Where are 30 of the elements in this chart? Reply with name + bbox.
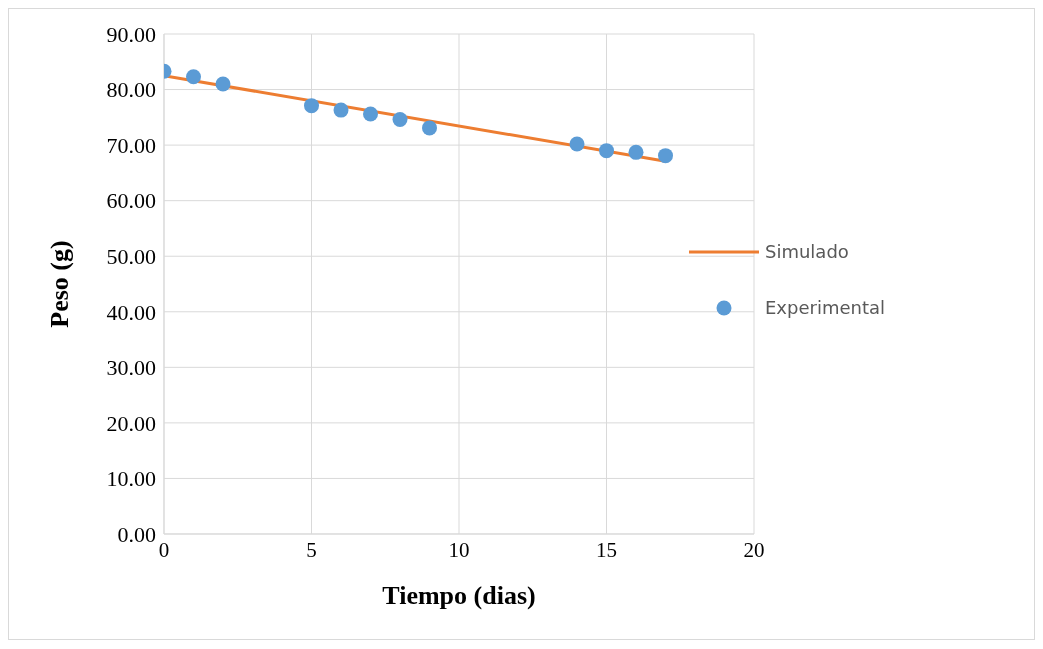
legend-label: Experimental [765, 296, 886, 320]
y-tick-label: 80.00 [106, 77, 156, 103]
x-tick-label: 20 [743, 537, 765, 562]
y-tick-label: 20.00 [106, 410, 156, 436]
y-axis-title: Peso (g) [45, 240, 75, 328]
y-tick-label: 90.00 [106, 21, 156, 47]
legend-label: Simulado [765, 240, 849, 264]
point [304, 98, 319, 114]
y-tick-label: 50.00 [106, 244, 156, 270]
point [363, 106, 378, 122]
y-tick-label: 40.00 [106, 299, 156, 325]
point [628, 144, 644, 160]
point [422, 120, 437, 136]
point [599, 143, 614, 159]
point [569, 136, 585, 152]
point [333, 102, 349, 118]
point [186, 69, 201, 85]
y-tick-label: 0.00 [117, 521, 156, 547]
y-tick-label: 70.00 [106, 132, 156, 158]
y-tick-label: 10.00 [106, 466, 156, 492]
x-axis-title: Tiempo (dias) [382, 581, 536, 610]
point [658, 148, 673, 164]
x-tick-label: 0 [158, 537, 170, 562]
point [392, 112, 408, 128]
x-tick-label: 10 [448, 537, 470, 562]
point [215, 76, 231, 92]
y-tick-label: 60.00 [106, 188, 156, 214]
y-tick-label: 30.00 [106, 355, 156, 381]
x-tick-label: 15 [596, 537, 617, 562]
x-tick-label: 5 [306, 537, 317, 562]
